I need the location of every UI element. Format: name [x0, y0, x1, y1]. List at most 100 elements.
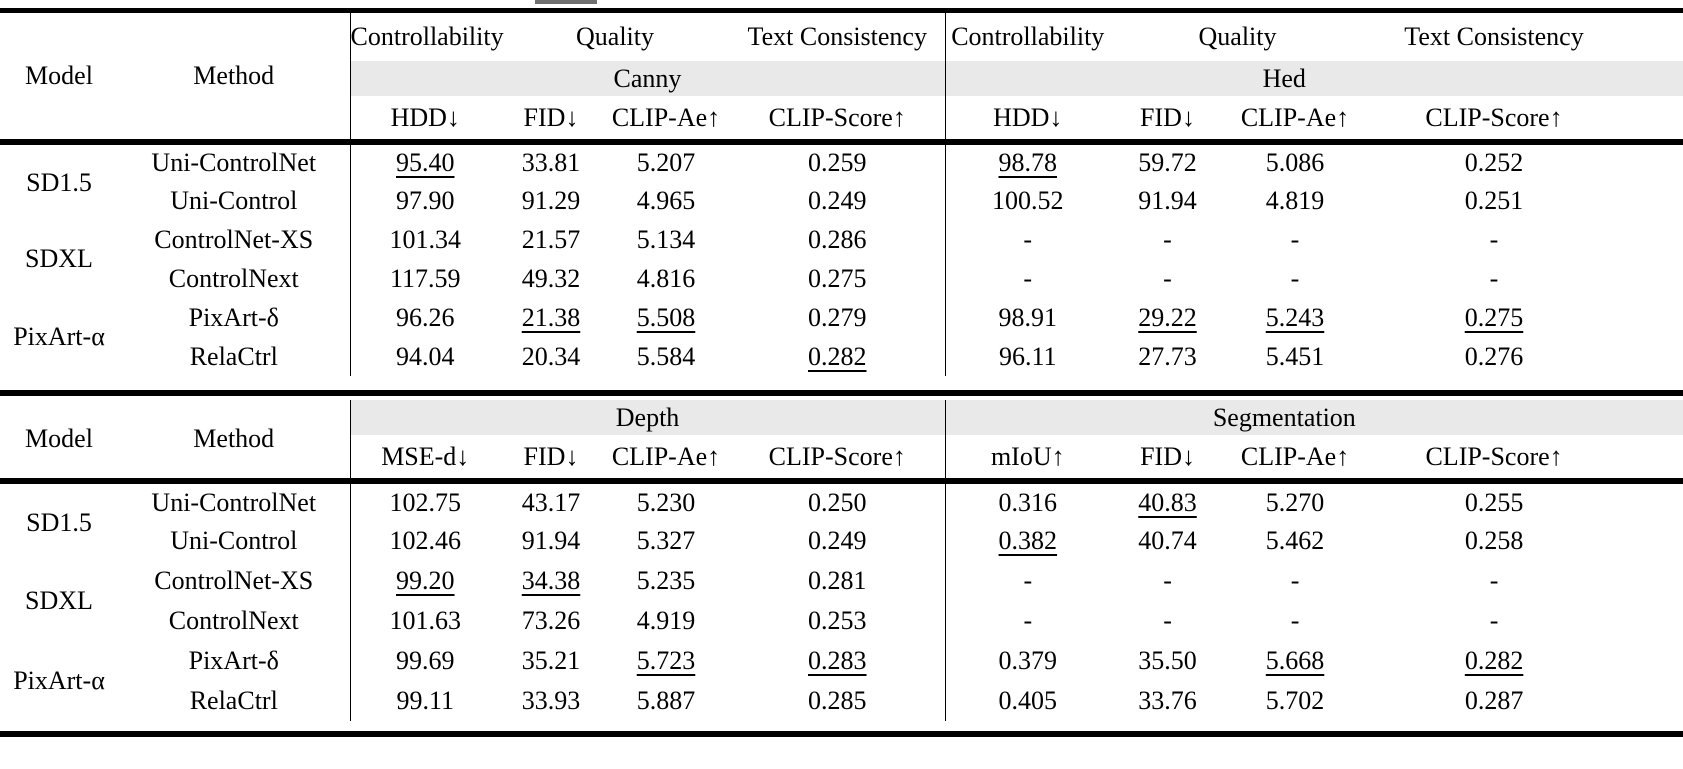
condition-band-row: Canny Hed: [0, 61, 1683, 96]
model-cell: PixArt-α: [13, 322, 105, 351]
data-cell: 49.32: [521, 263, 581, 293]
results-table-depth-segmentation: Model Method Depth Segmentation MSE-d↓ F…: [0, 400, 1683, 721]
data-cell: 117.59: [349, 259, 500, 298]
group-header-text-consistency: Text Consistency: [1404, 22, 1584, 51]
metric-header: CLIP-Ae↑: [602, 435, 730, 484]
data-cell: 0.286: [808, 224, 867, 254]
table-divider-rule: [0, 390, 1683, 396]
method-cell: ControlNet-XS: [154, 224, 314, 254]
data-cell: 0.287: [1464, 686, 1524, 715]
data-cell: -: [944, 259, 1110, 298]
data-cell: 5.134: [636, 224, 696, 254]
data-cell: 0.382: [944, 521, 1111, 561]
method-cell: ControlNext: [168, 606, 299, 635]
data-cell: 5.207: [636, 148, 696, 177]
condition-band-row: Model Method Depth Segmentation: [0, 400, 1683, 484]
metric-header: HDD↓: [944, 96, 1110, 145]
table-top-rule: [0, 8, 1683, 13]
table-bottom-rule: [0, 731, 1683, 737]
data-cell: 40.83: [1138, 487, 1197, 517]
metric-header: HDD↓: [349, 96, 500, 145]
results-table-canny-hed: Model Method Controllability Quality Tex…: [0, 13, 1683, 376]
data-cell: 5.270: [1265, 487, 1325, 517]
data-cell: 0.258: [1464, 526, 1524, 555]
data-cell: -: [944, 601, 1111, 641]
data-cell: 5.451: [1265, 341, 1325, 371]
table-row: ControlNext 101.63 73.26 4.919 0.253 - - - -: [0, 601, 1683, 641]
data-cell: 0.249: [808, 185, 867, 215]
data-cell: -: [1290, 224, 1300, 254]
table-row: Uni-Control 97.90 91.29 4.965 0.249 100.52 91.…: [0, 181, 1683, 220]
data-cell: 0.275: [1464, 302, 1524, 332]
table-row: SDXL ControlNet-XS 99.20 34.38 5.235 0.281 - - -…: [0, 561, 1683, 615]
data-cell: 0.282: [1464, 646, 1524, 675]
data-cell: 5.462: [1265, 526, 1325, 555]
data-cell: 5.508: [636, 302, 696, 332]
data-cell: 98.78: [944, 142, 1110, 181]
method-cell: Uni-Control: [170, 526, 298, 555]
table-row: RelaCtrl 99.11 33.93 5.887 0.285 0.405 33.76 5.…: [0, 681, 1683, 721]
group-header-quality: Quality: [576, 22, 654, 51]
data-cell: 96.26: [349, 298, 500, 337]
data-cell: 4.816: [636, 263, 696, 293]
data-cell: 5.327: [636, 526, 696, 555]
data-cell: 0.379: [944, 641, 1111, 681]
data-cell: 40.74: [1138, 526, 1197, 555]
data-cell: 0.285: [808, 686, 867, 715]
data-cell: 102.46: [349, 521, 500, 561]
data-cell: 101.34: [349, 220, 500, 259]
data-cell: 33.81: [521, 148, 581, 177]
data-cell: -: [944, 220, 1110, 259]
condition-label-hed: Hed: [944, 61, 1683, 96]
data-cell: 5.723: [636, 646, 696, 675]
data-cell: 0.249: [808, 526, 867, 555]
group-header-row: Model Method Controllability Quality Tex…: [0, 13, 1683, 145]
data-cell: -: [1290, 566, 1300, 595]
data-cell: 0.279: [808, 302, 867, 332]
data-cell: 96.11: [944, 337, 1110, 376]
method-cell: PixArt-δ: [188, 302, 279, 332]
table-row: SDXL ControlNet-XS 101.34 21.57 5.134 0.286 - -…: [0, 220, 1683, 273]
method-cell: RelaCtrl: [189, 686, 278, 715]
data-cell: -: [1489, 263, 1499, 293]
data-cell: 4.919: [636, 606, 696, 635]
data-cell: 97.90: [349, 181, 500, 220]
metric-header: CLIP-Score↑: [1365, 96, 1683, 145]
metric-header: FID↓: [1110, 96, 1225, 145]
metric-header: FID↓: [1110, 435, 1226, 484]
metric-header: CLIP-Ae↑: [1225, 435, 1366, 484]
method-cell: Uni-ControlNet: [151, 487, 317, 517]
table-row: ControlNext 117.59 49.32 4.816 0.275 - - - -: [0, 259, 1683, 298]
data-cell: 21.57: [521, 224, 581, 254]
metric-header: mIoU↑: [944, 435, 1111, 484]
data-cell: 4.965: [636, 185, 696, 215]
data-cell: 35.50: [1138, 646, 1197, 675]
group-header-quality: Quality: [1198, 22, 1277, 51]
data-cell: -: [1163, 224, 1172, 254]
method-cell: Uni-ControlNet: [151, 148, 317, 177]
data-cell: 91.94: [1138, 185, 1197, 215]
data-cell: -: [1290, 606, 1300, 635]
metric-header: FID↓: [500, 96, 602, 145]
data-cell: 5.887: [636, 686, 696, 715]
model-cell: SD1.5: [26, 507, 92, 537]
metric-header: CLIP-Score↑: [730, 435, 946, 484]
condition-label-canny: Canny: [349, 61, 945, 96]
data-cell: 29.22: [1138, 302, 1197, 332]
data-cell: 59.72: [1138, 148, 1197, 177]
group-header-controllability: Controllability: [349, 13, 504, 61]
table-row: RelaCtrl 94.04 20.34 5.584 0.282 96.11 27.73 5.…: [0, 337, 1683, 376]
data-cell: 0.251: [1464, 185, 1524, 215]
data-cell: 33.93: [521, 686, 581, 715]
data-cell: 4.819: [1265, 185, 1325, 215]
data-cell: -: [1489, 606, 1499, 635]
data-cell: 21.38: [521, 302, 581, 332]
data-cell: 99.69: [349, 641, 500, 681]
data-cell: 102.75: [349, 481, 500, 521]
table-row: PixArt-α PixArt-δ 96.26 21.38 5.508 0.279 98.9…: [0, 298, 1683, 351]
data-cell: 43.17: [521, 487, 581, 517]
table-row: SD1.5 Uni-ControlNet 102.75 43.17 5.230 0.250…: [0, 481, 1683, 537]
group-header-controllability: Controllability: [944, 13, 1110, 61]
method-cell: ControlNext: [168, 263, 299, 293]
data-cell: 5.702: [1265, 686, 1325, 715]
